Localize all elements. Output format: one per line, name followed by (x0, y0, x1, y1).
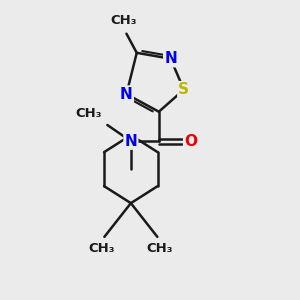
Text: CH₃: CH₃ (111, 14, 137, 27)
Text: S: S (178, 82, 189, 97)
Text: N: N (120, 87, 133, 102)
Text: CH₃: CH₃ (89, 242, 115, 255)
Text: CH₃: CH₃ (146, 242, 173, 255)
Text: O: O (184, 134, 197, 149)
Text: CH₃: CH₃ (76, 107, 102, 120)
Text: N: N (124, 134, 137, 149)
Text: N: N (164, 51, 177, 66)
